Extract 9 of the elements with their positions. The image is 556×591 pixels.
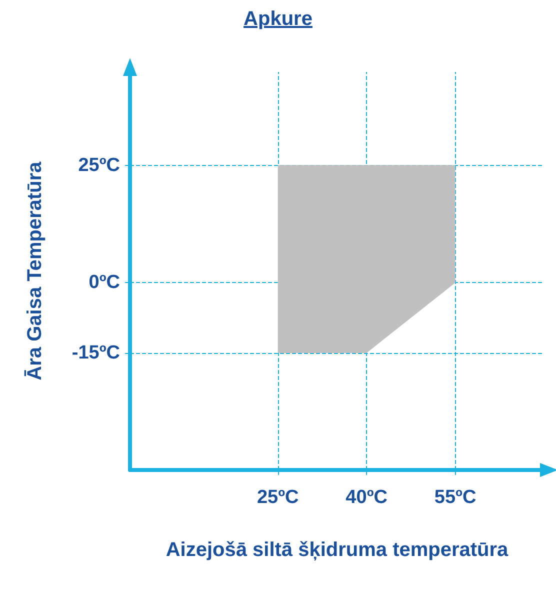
x-tick-label: 40ºC <box>346 487 388 508</box>
y-tick-label: 25ºC <box>78 155 120 176</box>
x-tick-label: 25ºC <box>256 487 300 508</box>
chart-title: Apkure <box>242 8 314 31</box>
x-tick-label: 55ºC <box>434 487 476 508</box>
y-axis-title: Āra Gaisa Temperatūra <box>24 160 46 380</box>
y-tick-label: 0ºC <box>88 272 120 294</box>
x-axis-title: Aizejošā siltā šķidruma temperatūra <box>166 539 510 561</box>
y-tick-label: -15ºC <box>72 342 120 364</box>
